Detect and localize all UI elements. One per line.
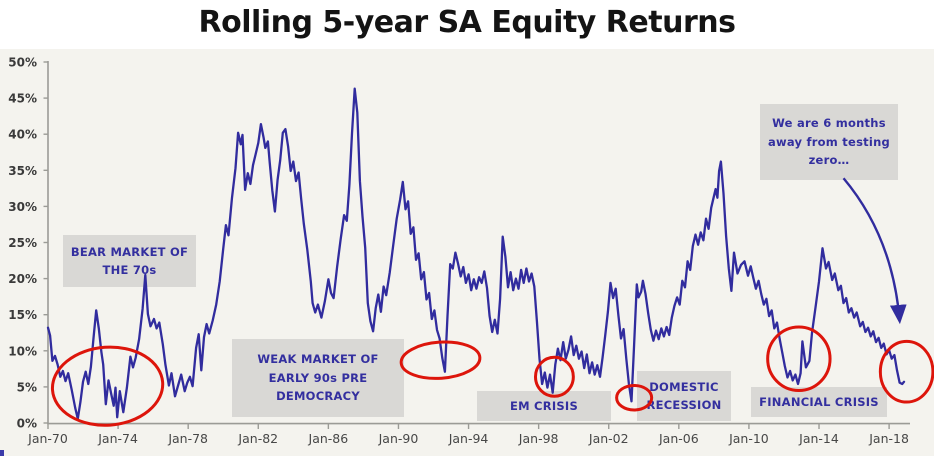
annotation-testing-zero: We are 6 months away from testing zero… [760,104,898,180]
annotation-domestic-recession: DOMESTIC RECESSION [637,371,731,421]
annotation-line: WEAK MARKET OF [257,352,379,367]
annotation-line: EM CRISIS [510,398,578,413]
annotation-em-crisis: EM CRISIS [477,391,611,421]
annotation-line: EARLY 90s PRE [268,370,368,385]
annotation-line: BEAR MARKET OF [70,244,189,259]
annotation-bear-market-70s: BEAR MARKET OF THE 70s [63,235,196,287]
annotation-line: DOMESTIC [649,379,719,394]
annotation-line: We are 6 months [772,116,886,131]
annotation-weak-market-early-90s: WEAK MARKET OF EARLY 90s PRE DEMOCRACY [232,339,404,417]
annotation-line: FINANCIAL CRISIS [759,394,879,409]
annotation-line: THE 70s [102,263,157,277]
annotation-line: RECESSION [646,398,722,412]
annotation-line: away from testing [767,134,891,149]
chart-title: Rolling 5-year SA Equity Returns [198,5,736,40]
annotation-financial-crisis: FINANCIAL CRISIS [751,387,887,417]
annotation-line: DEMOCRACY [276,389,360,404]
annotation-line: zero… [808,153,850,168]
